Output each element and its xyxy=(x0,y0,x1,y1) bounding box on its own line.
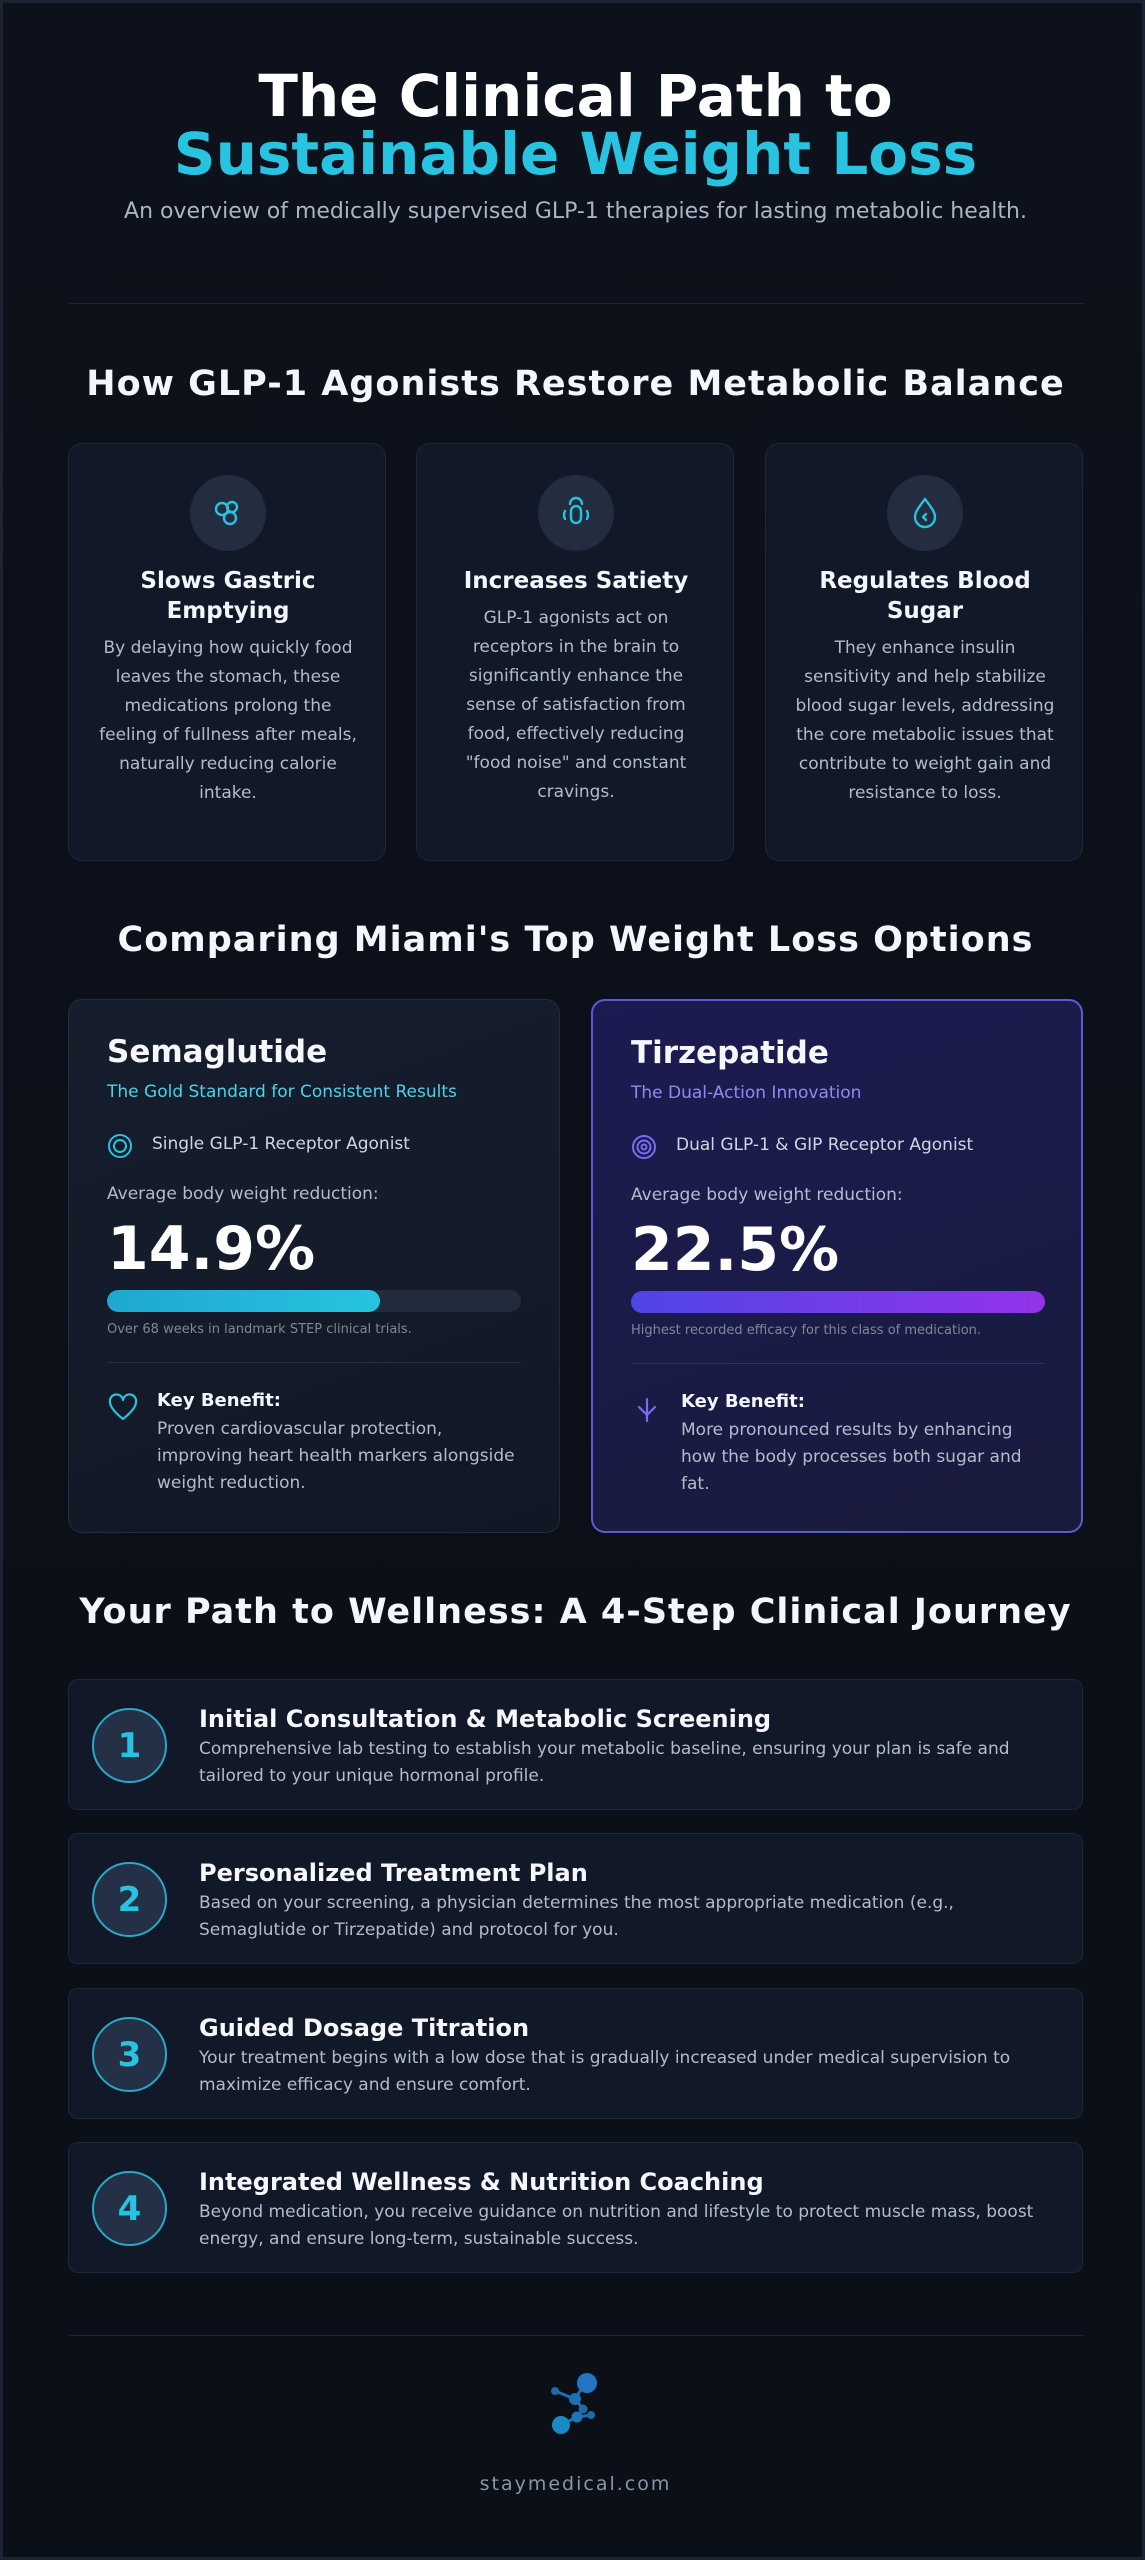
title-line-2: Sustainable Weight Loss xyxy=(173,120,978,188)
step-number: 4 xyxy=(92,2171,167,2246)
step-description: Beyond medication, you receive guidance … xyxy=(199,2202,1034,2249)
weight-reduction-stat: 22.5% xyxy=(631,1215,840,1285)
option-name: Tirzepatide xyxy=(631,1035,829,1071)
mechanism-title: Increases Satiety xyxy=(463,568,689,594)
footer-divider xyxy=(68,2335,1083,2336)
step-description: Comprehensive lab testing to establish y… xyxy=(199,1739,1010,1786)
step-title: Initial Consultation & Metabolic Screeni… xyxy=(199,1705,772,1733)
option-tagline: The Dual-Action Innovation xyxy=(631,1083,862,1103)
mechanism-body: GLP-1 agonists act on receptors in the b… xyxy=(465,608,687,802)
weight-reduction-stat: 14.9% xyxy=(107,1214,316,1284)
step-title: Guided Dosage Titration xyxy=(199,2014,530,2042)
average-label: Average body weight reduction: xyxy=(107,1184,379,1204)
efficacy-bar xyxy=(107,1290,521,1312)
option-tagline: The Gold Standard for Consistent Results xyxy=(107,1082,457,1102)
journey-step: 1 Initial Consultation & Metabolic Scree… xyxy=(68,1679,1083,1810)
merge-arrow-icon xyxy=(631,1393,663,1425)
step-title: Integrated Wellness & Nutrition Coaching xyxy=(199,2168,764,2196)
journey-step: 3 Guided Dosage Titration Your treatment… xyxy=(68,1988,1083,2119)
mechanism-card-gastric: Slows Gastric Emptying By delaying how q… xyxy=(68,443,386,861)
option-mechanism: Single GLP-1 Receptor Agonist xyxy=(152,1134,410,1154)
mechanism-title: Slows Gastric Emptying xyxy=(140,568,316,624)
trial-note: Highest recorded efficacy for this class… xyxy=(631,1323,982,1338)
title-line-1: The Clinical Path to xyxy=(258,62,893,130)
divider xyxy=(68,303,1083,304)
site-url: staymedical.com xyxy=(479,2473,672,2495)
journey-heading: Your Path to Wellness: A 4-Step Clinical… xyxy=(79,1592,1072,1632)
blood-drop-icon xyxy=(887,475,963,551)
mechanism-card-blood-sugar: Regulates Blood Sugar They enhance insul… xyxy=(765,443,1083,861)
step-number: 1 xyxy=(92,1708,167,1783)
option-name: Semaglutide xyxy=(107,1034,328,1070)
step-description: Based on your screening, a physician det… xyxy=(199,1893,954,1940)
option-card-semaglutide: Semaglutide The Gold Standard for Consis… xyxy=(68,999,560,1533)
efficacy-bar-fill xyxy=(631,1291,1045,1313)
receptor-icon xyxy=(107,1133,133,1159)
mechanism-title: Regulates Blood Sugar xyxy=(819,568,1031,624)
brain-signal-icon xyxy=(538,475,614,551)
step-number: 2 xyxy=(92,1862,167,1937)
trial-note: Over 68 weeks in landmark STEP clinical … xyxy=(107,1322,412,1337)
mechanism-body: They enhance insulin sensitivity and hel… xyxy=(795,638,1055,803)
step-description: Your treatment begins with a low dose th… xyxy=(199,2048,1011,2095)
mechanism-heading: How GLP-1 Agonists Restore Metabolic Bal… xyxy=(86,364,1065,404)
average-label: Average body weight reduction: xyxy=(631,1185,903,1205)
step-number: 3 xyxy=(92,2017,167,2092)
benefit-text: More pronounced results by enhancing how… xyxy=(681,1420,1022,1494)
heart-icon xyxy=(107,1392,139,1424)
mechanism-card-satiety: Increases Satiety GLP-1 agonists act on … xyxy=(416,443,734,861)
target-icon xyxy=(631,1134,657,1160)
step-title: Personalized Treatment Plan xyxy=(199,1859,588,1887)
subtitle: An overview of medically supervised GLP-… xyxy=(124,199,1027,224)
benefit-text: Proven cardiovascular protection, improv… xyxy=(157,1419,515,1493)
journey-step: 2 Personalized Treatment Plan Based on y… xyxy=(68,1833,1083,1964)
stomach-icon xyxy=(190,475,266,551)
comparison-heading: Comparing Miami's Top Weight Loss Option… xyxy=(117,920,1034,960)
efficacy-bar-fill xyxy=(107,1290,381,1312)
benefit-heading: Key Benefit: xyxy=(681,1391,805,1412)
molecule-logo-icon xyxy=(545,2373,607,2443)
mechanism-body: By delaying how quickly food leaves the … xyxy=(99,638,357,803)
option-card-tirzepatide: Tirzepatide The Dual-Action Innovation D… xyxy=(591,999,1083,1533)
journey-step: 4 Integrated Wellness & Nutrition Coachi… xyxy=(68,2142,1083,2273)
benefit-heading: Key Benefit: xyxy=(157,1390,281,1411)
efficacy-bar xyxy=(631,1291,1045,1313)
card-divider xyxy=(631,1363,1045,1364)
card-divider xyxy=(107,1362,521,1363)
option-mechanism: Dual GLP-1 & GIP Receptor Agonist xyxy=(676,1135,974,1155)
